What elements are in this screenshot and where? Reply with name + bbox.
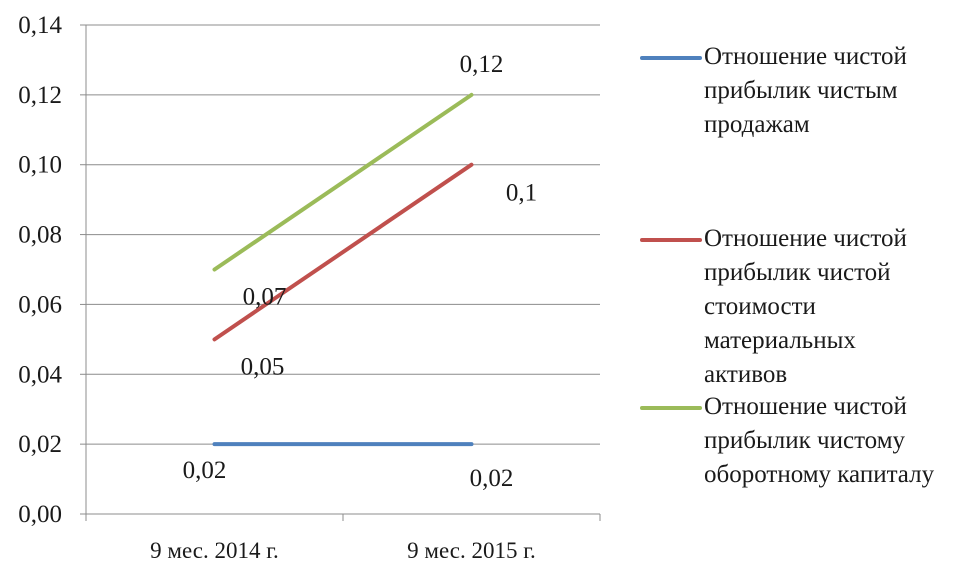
y-tick-label: 0,08 xyxy=(18,222,62,249)
data-label: 0,07 xyxy=(243,284,287,311)
data-label: 0,05 xyxy=(241,353,285,380)
legend-label: Отношение чистой прибылик чистой стоимос… xyxy=(704,225,907,388)
series-line-green xyxy=(212,92,474,272)
y-tick-label: 0,02 xyxy=(18,431,62,458)
data-label: 0,02 xyxy=(183,457,227,484)
y-tick-label: 0,12 xyxy=(18,82,62,109)
legend-label: Отношение чистой прибылик чистому оборот… xyxy=(704,393,935,488)
legend-swatch-green xyxy=(640,406,702,410)
legend-swatch-red xyxy=(640,238,702,242)
y-tick-label: 0,04 xyxy=(18,361,62,388)
legend-label: Отношение чистой прибылик чистым продажа… xyxy=(704,43,907,138)
x-tick-label: 9 мес. 2014 г. xyxy=(150,538,279,563)
series-line-red xyxy=(212,162,474,342)
data-label: 0,1 xyxy=(506,180,537,207)
data-label: 0,12 xyxy=(460,51,504,78)
y-tick-label: 0,10 xyxy=(18,152,62,179)
y-tick-label: 0,06 xyxy=(18,291,62,318)
y-tick-label: 0,14 xyxy=(18,12,62,39)
data-label: 0,02 xyxy=(470,465,514,492)
legend-swatch-blue xyxy=(640,56,702,60)
y-tick-label: 0,00 xyxy=(18,501,62,528)
x-tick-label: 9 мес. 2015 г. xyxy=(407,538,536,563)
